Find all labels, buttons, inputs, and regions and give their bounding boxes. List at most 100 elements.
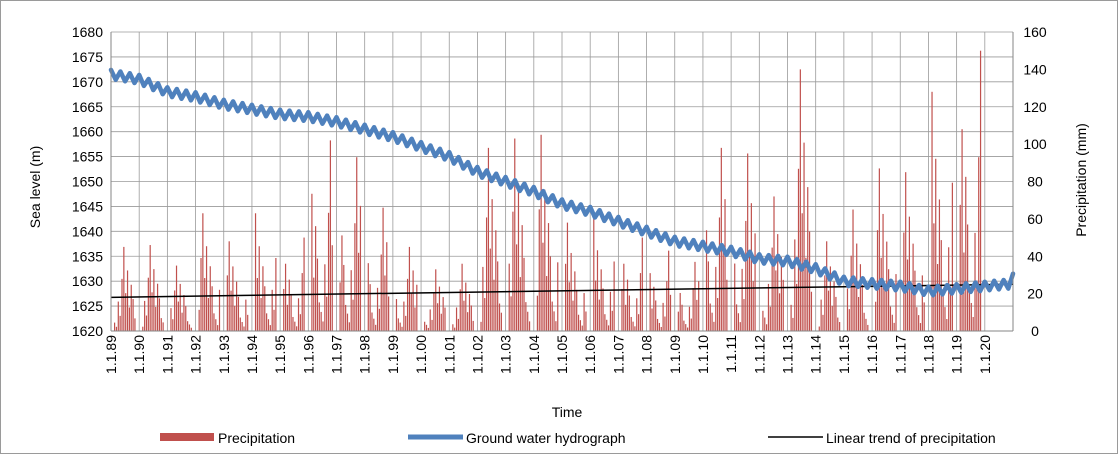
precipitation-bar [514,138,516,331]
precipitation-bar [833,281,835,331]
precipitation-bar [245,299,247,331]
precipitation-bar [367,263,369,331]
precipitation-bar [134,318,136,331]
precipitation-bar [692,288,694,331]
precipitation-bar [656,318,659,331]
y-axis-title-left: Sea level (m) [27,146,43,228]
precipitation-bar [444,307,446,331]
precipitation-bar [632,321,634,331]
precipitation-bar [850,255,852,331]
precipitation-bar [315,226,317,331]
precipitation-bar [628,295,630,331]
precipitation-bar [936,264,939,331]
precipitation-bar [346,313,349,331]
precipitation-bar [170,308,172,331]
precipitation-bar [734,263,736,331]
precipitation-bar [388,296,390,331]
precipitation-bar [961,129,963,331]
hydrograph-group [108,67,1016,298]
precipitation-bar [810,291,813,331]
x-tick-label: 1.1.04 [526,335,542,374]
precipitation-bar [523,257,525,331]
precipitation-bar [978,157,980,331]
precipitation-bar [767,283,770,331]
precipitation-bar [461,263,463,331]
precipitation-bar [876,230,879,331]
precipitation-bar [967,224,969,331]
precipitation-bar [491,199,493,331]
precipitation-bar [921,275,923,331]
left-tick-label: 1635 [72,248,103,264]
legend-label-precipitation: Precipitation [218,430,295,446]
precipitation-bar [796,283,798,331]
x-tick-label: 1.1.19 [949,335,965,374]
x-axis-title: Time [552,404,583,420]
precipitation-bar [260,298,262,331]
precipitation-bar [267,319,270,331]
precipitation-bar [822,314,824,331]
precipitation-bar [905,172,907,331]
precipitation-bar [649,273,651,331]
precipitation-bar [805,257,807,331]
precipitation-bar [555,321,557,331]
precipitation-bar [613,261,615,331]
precipitation-bar [639,273,642,331]
precipitation-bar [808,231,811,331]
precipitation-bar [183,295,185,331]
precipitation-bar [882,213,884,331]
legend: Precipitation Ground water hydrograph Li… [160,430,996,446]
precipitation-bar [207,298,210,331]
precipitation-bar [408,246,411,331]
precipitation-bar [130,284,132,331]
precipitation-bar [884,285,886,331]
x-tick-label: 1.1.06 [582,335,598,374]
precipitation-bar [651,308,653,331]
precipitation-bar [239,317,241,331]
x-tick-label: 1.1.12 [751,335,767,374]
precipitation-bar [861,284,863,331]
x-tick-label: 1.1.94 [244,335,260,374]
precipitation-bar [683,320,685,331]
x-tick-label: 1.1.02 [469,335,485,374]
precipitation-bar [630,316,632,331]
precipitation-bar [722,248,724,331]
precipitation-bar [579,320,581,331]
precipitation-bar [711,312,713,331]
precipitation-bar [205,246,208,331]
precipitation-bar [707,261,709,331]
precipitation-bar [607,325,610,331]
precipitation-bar [577,314,580,331]
precipitation-bar [747,153,749,331]
precipitation-bar [889,306,892,331]
precipitation-bar [299,314,301,331]
precipitation-bar [162,322,164,331]
right-tick-label: 60 [1027,211,1043,227]
precipitation-bar [175,265,178,331]
precipitation-bar [160,318,162,331]
precipitation-bar [433,292,435,331]
precipitation-bar [132,299,134,331]
precipitation-bar [919,323,922,331]
precipitation-bar [147,277,149,331]
precipitation-bar [857,296,860,331]
x-tick-label: 1.1.01 [441,335,457,374]
precipitation-bar [959,204,961,331]
precipitation-bar [480,321,482,331]
precipitation-bar [593,218,595,331]
precipitation-bar [794,239,796,331]
precipitation-bar [775,270,777,331]
precipitation-bar [187,321,189,331]
precipitation-bar [935,158,937,331]
precipitation-bar [292,316,294,331]
legend-label-trend: Linear trend of precipitation [826,430,996,446]
precipitation-bar [211,286,213,331]
precipitation-bar [859,264,862,331]
precipitation-bar [528,321,531,331]
precipitation-bar [324,264,326,331]
precipitation-bar [459,289,461,331]
precipitation-bar [153,269,155,331]
precipitation-bar [750,203,752,331]
precipitation-bar [686,327,689,331]
precipitation-bar [790,304,792,331]
precipitation-bar [440,313,442,331]
